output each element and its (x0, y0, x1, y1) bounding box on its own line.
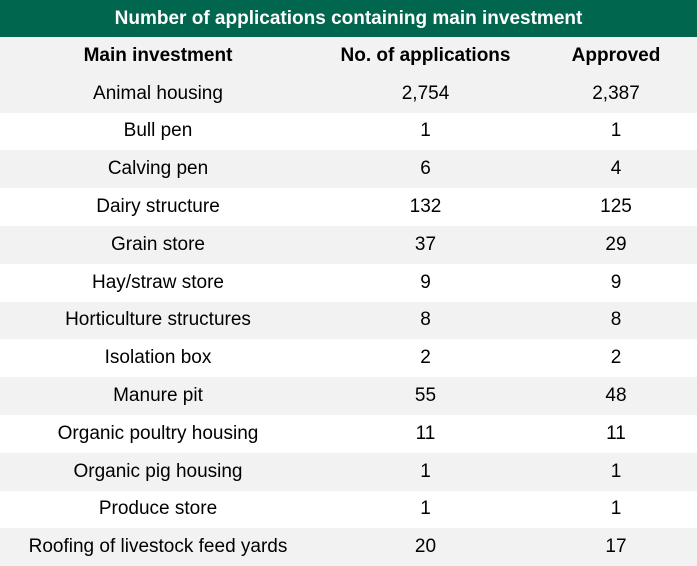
investment-cell: Dairy structure (96, 196, 220, 218)
table-row: Animal housing 2,754 2,387 (0, 74, 697, 113)
table-row: Calving pen 6 4 (0, 150, 697, 189)
approved-cell: 11 (606, 422, 626, 444)
investment-cell: Horticulture structures (65, 309, 251, 331)
investment-cell: Animal housing (93, 82, 223, 104)
table-row: Grain store 37 29 (0, 225, 697, 264)
data-table: Main investment No. of applications Appr… (0, 37, 697, 566)
applications-cell: 132 (409, 196, 442, 218)
investment-cell: Produce store (98, 498, 218, 520)
applications-cell: 2,754 (401, 82, 450, 104)
table-row: Produce store 1 1 (0, 490, 697, 529)
table-row: Roofing of livestock feed yards 20 17 (0, 528, 697, 566)
approved-cell: 1 (610, 460, 622, 482)
investment-cell: Manure pit (113, 385, 203, 407)
approved-cell: 48 (605, 385, 627, 407)
applications-cell: 9 (420, 271, 431, 293)
table-row: Organic poultry housing 11 11 (0, 414, 697, 453)
table-row: Organic pig housing 1 1 (0, 452, 697, 491)
approved-cell: 1 (610, 498, 622, 520)
header-row: Main investment No. of applications Appr… (0, 37, 697, 75)
table-row: Hay/straw store 9 9 (0, 263, 697, 302)
approved-cell: 1 (610, 120, 622, 142)
applications-cell: 8 (420, 309, 431, 331)
investment-cell: Roofing of livestock feed yards (28, 536, 288, 558)
investment-cell: Bull pen (123, 120, 193, 142)
approved-cell: 4 (610, 158, 622, 180)
investment-cell: Grain store (111, 233, 205, 255)
investment-cell: Organic poultry housing (57, 422, 259, 444)
applications-cell: 37 (414, 233, 437, 255)
approved-cell: 125 (600, 196, 632, 218)
applications-cell: 1 (420, 498, 431, 520)
approved-cell: 29 (605, 233, 627, 255)
investment-cell: Hay/straw store (92, 271, 224, 293)
column-header: Approved (571, 44, 661, 66)
table-row: Dairy structure 132 125 (0, 188, 697, 226)
approved-cell: 2,387 (592, 82, 640, 104)
column-header: Main investment (83, 44, 233, 66)
applications-cell: 2 (420, 347, 431, 369)
approved-cell: 2 (610, 347, 622, 369)
table-row: Manure pit 55 48 (0, 377, 697, 415)
approved-cell: 8 (610, 309, 622, 331)
investment-cell: Calving pen (107, 158, 209, 180)
approved-cell: 17 (605, 536, 627, 558)
applications-cell: 11 (415, 422, 436, 444)
applications-cell: 1 (420, 120, 431, 142)
investment-cell: Organic pig housing (73, 460, 243, 482)
table-row: Isolation box 2 2 (0, 339, 697, 378)
table-row: Bull pen 1 1 (0, 112, 697, 151)
applications-cell: 1 (420, 460, 431, 482)
applications-cell: 6 (420, 158, 431, 180)
investment-cell: Isolation box (104, 347, 212, 369)
column-header: No. of applications (340, 44, 511, 66)
table-row: Horticulture structures 8 8 (0, 301, 697, 340)
applications-cell: 20 (414, 536, 437, 558)
approved-cell: 9 (610, 271, 622, 293)
table-title: Number of applications containing main i… (0, 0, 697, 37)
applications-cell: 55 (414, 385, 437, 407)
